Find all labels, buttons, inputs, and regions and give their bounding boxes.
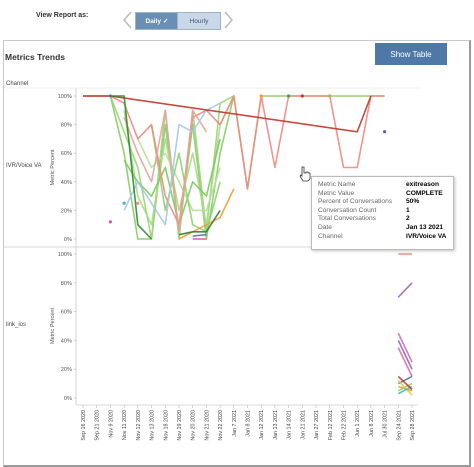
channel-label-ivr: IVR/Voice VA	[6, 163, 42, 169]
tooltip-row: Metric Name exitreason	[318, 181, 439, 188]
x-tick-label: Nov 11 2020	[122, 410, 128, 440]
hourly-toggle-button[interactable]: Hourly	[177, 12, 221, 30]
x-tick-label: Jan 8 2021	[246, 410, 252, 437]
daily-label: Daily	[145, 17, 162, 25]
series-line	[110, 95, 153, 240]
y-axis-label: Metric Percent	[50, 308, 56, 345]
y-tick-label: 0%	[64, 396, 72, 402]
data-point-marker	[108, 94, 113, 98]
prev-arrow-icon[interactable]	[121, 10, 133, 30]
data-point-marker	[108, 220, 113, 224]
y-tick-label: 100%	[58, 94, 72, 100]
y-tick-label: 80%	[61, 281, 72, 287]
series-line	[123, 102, 221, 226]
x-tick-label: Jan 14 2021	[287, 410, 293, 440]
x-tick-label: Jun 8 2021	[369, 410, 375, 437]
pointer-cursor-icon	[299, 166, 311, 182]
x-tick-label: Jan 27 2021	[314, 410, 320, 440]
series-line	[178, 188, 235, 240]
y-tick-label: 80%	[61, 123, 72, 129]
channel-label-link-ios: link_ios	[6, 322, 27, 328]
x-tick-label: Sep 21 2020	[95, 410, 101, 441]
tooltip-row: Total Conversations 2	[318, 215, 410, 223]
y-tick-label: 40%	[61, 338, 72, 344]
data-point-marker	[259, 94, 263, 98]
x-tick-label: Feb 22 2021	[341, 410, 347, 440]
series-line	[397, 347, 413, 377]
data-point-marker	[122, 201, 126, 205]
panel-title: Metrics Trends	[5, 52, 65, 62]
x-tick-label: Jun 1 2021	[355, 410, 361, 437]
tooltip-row: Metric Value COMPLETE	[318, 189, 443, 197]
y-tick-label: 40%	[61, 180, 72, 186]
next-arrow-icon[interactable]	[223, 10, 235, 30]
x-tick-label: Nov 22 2020	[218, 410, 224, 441]
x-tick-label: Jan 13 2021	[273, 410, 279, 440]
series-line	[397, 282, 413, 298]
daily-toggle-button[interactable]: Daily ✓	[135, 12, 179, 30]
y-tick-label: 60%	[61, 310, 72, 316]
x-tick-label: Feb 12 2021	[328, 410, 334, 440]
x-tick-label: Nov 18 2020	[163, 410, 169, 441]
x-tick-label: Nov 9 2020	[108, 410, 114, 438]
y-axis-label: Metric Percent	[50, 149, 56, 186]
series-line	[397, 340, 413, 370]
tooltip-row: Date Jan 13 2021	[318, 223, 444, 231]
view-report-label: View Report as:	[36, 12, 89, 19]
x-tick-label: Nov 13 2020	[150, 410, 156, 441]
series-line	[397, 332, 413, 363]
y-tick-label: 0%	[64, 237, 72, 243]
data-point-marker	[136, 201, 140, 205]
x-tick-label: Jan 7 2021	[232, 410, 238, 437]
x-tick-label: Sep 16 2020	[81, 410, 87, 441]
y-tick-label: 60%	[61, 151, 72, 157]
x-tick-label: Nov 19 2020	[177, 410, 183, 441]
series-line	[83, 95, 372, 133]
series-line	[83, 95, 385, 226]
series-line	[178, 209, 221, 236]
x-tick-label: Sep 24 2021	[396, 410, 402, 441]
x-tick-label: Sep 28 2021	[410, 410, 416, 441]
y-tick-label: 20%	[61, 208, 72, 214]
show-table-button[interactable]: Show Table	[375, 43, 447, 65]
x-tick-label: Nov 20 2020	[191, 410, 197, 441]
x-tick-label: Nov 21 2020	[204, 410, 210, 441]
channel-column-header: Channel	[6, 81, 29, 87]
series-line	[137, 138, 221, 212]
tooltip-row: Percent of Conversations 50%	[318, 198, 420, 206]
y-tick-label: 100%	[58, 252, 72, 258]
y-tick-label: 20%	[61, 367, 72, 373]
selected-check-icon: ✓	[163, 18, 169, 25]
series-line	[397, 375, 413, 390]
series-line	[192, 233, 207, 237]
tooltip-row: Conversation Count 1	[318, 206, 410, 214]
data-tooltip: Metric Name exitreason Metric Value COMPLE…	[311, 176, 454, 250]
data-point-marker	[382, 130, 387, 134]
x-tick-label: Jan 21 2021	[300, 410, 306, 440]
series-line	[123, 109, 208, 233]
x-tick-label: Nov 12 2020	[136, 410, 142, 441]
tooltip-row: Channel IVR/Voice VA	[318, 232, 447, 240]
data-point-marker	[328, 94, 332, 98]
hourly-label: Hourly	[189, 17, 209, 25]
data-point-marker	[287, 94, 291, 98]
x-tick-label: Jan 12 2021	[259, 410, 265, 440]
x-tick-label: Jul 30 2021	[383, 410, 389, 438]
series-line	[397, 380, 413, 396]
data-point-marker	[300, 94, 304, 98]
